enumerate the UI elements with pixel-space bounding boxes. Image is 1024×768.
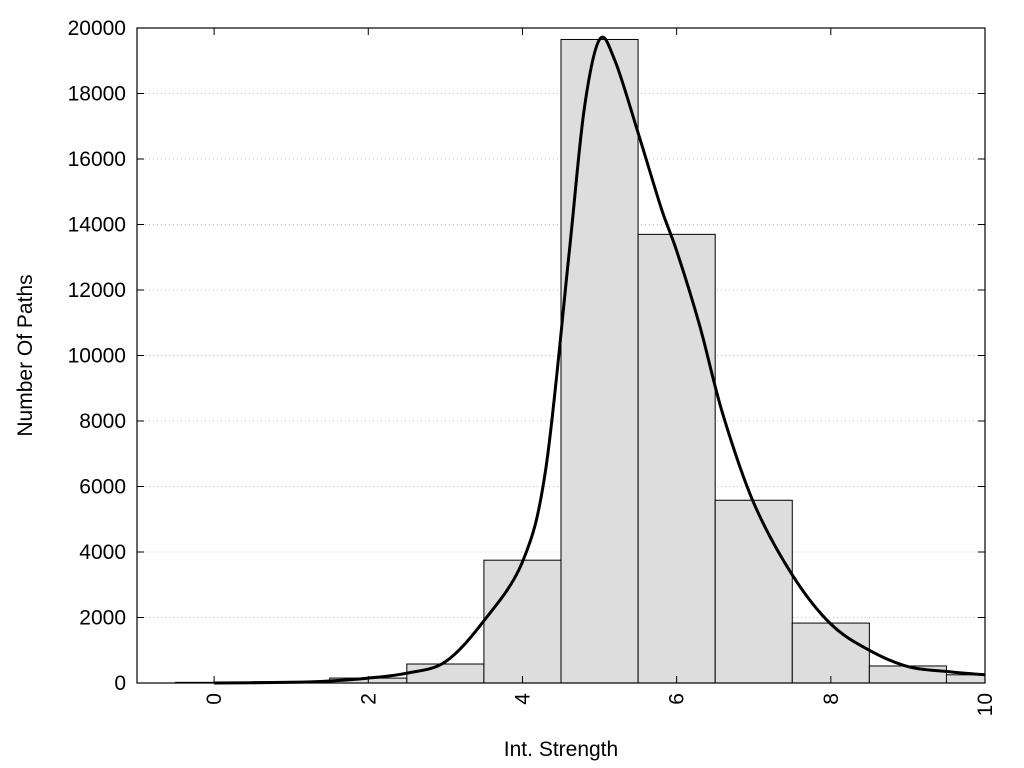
y-tick-label: 14000 — [68, 214, 126, 237]
y-tick-label: 2000 — [79, 607, 126, 630]
fit-curve-line — [214, 35, 986, 685]
y-tick-label: 18000 — [68, 83, 126, 106]
histogram-bar — [560, 38, 639, 684]
x-tick-label: 4 — [511, 693, 534, 705]
y-tick-label: 8000 — [79, 410, 126, 433]
y-tick-label: 6000 — [79, 476, 126, 499]
x-tick-label: 10 — [974, 693, 997, 716]
x-tick-label: 6 — [666, 693, 689, 705]
histogram-bar — [868, 665, 947, 684]
x-axis-ticks: 0 2 4 6 8 10 — [203, 28, 997, 716]
y-tick-label: 12000 — [68, 279, 126, 302]
histogram-bar — [406, 663, 485, 684]
histogram-bar — [714, 499, 793, 684]
x-tick-label: 0 — [203, 693, 226, 705]
histogram-bar — [483, 559, 562, 684]
histogram-bar — [791, 622, 870, 684]
x-tick-label: 2 — [357, 693, 380, 705]
histogram-bar — [637, 233, 716, 684]
histogram-bar — [945, 674, 986, 684]
x-tick-label: 8 — [820, 693, 843, 705]
y-tick-label: 0 — [114, 672, 126, 695]
x-axis-title: Int. Strength — [504, 738, 618, 761]
y-tick-label: 10000 — [68, 345, 126, 368]
fit-curve-layer — [214, 35, 986, 685]
y-tick-label: 4000 — [79, 541, 126, 564]
y-tick-label: 20000 — [68, 17, 126, 40]
histogram-bars — [175, 38, 986, 684]
y-axis-title: Number Of Paths — [14, 274, 37, 436]
y-axis-ticks: 0 2000 4000 6000 8000 10000 12000 14000 16000 180… — [68, 17, 985, 695]
y-tick-label: 16000 — [68, 148, 126, 171]
